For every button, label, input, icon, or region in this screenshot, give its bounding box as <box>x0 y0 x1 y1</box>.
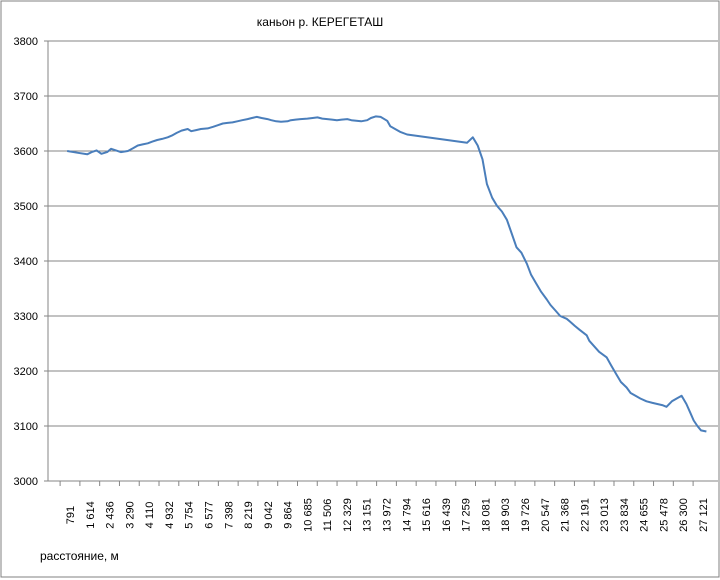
x-tick-label: 4 932 <box>164 501 176 529</box>
gridlines <box>44 40 718 482</box>
x-tick-label: 20 547 <box>540 498 552 532</box>
x-tick-label: 10 685 <box>302 498 314 532</box>
x-axis: 791 1 614 2 436 3 290 4 110 4 932 5 754 6 577 7 … <box>59 481 710 532</box>
x-tick-label: 5 754 <box>184 501 196 529</box>
series-line <box>67 115 707 433</box>
y-tick-label: 3200 <box>14 366 38 378</box>
x-axis-title: расстояние, м <box>40 549 119 563</box>
x-tick-label: 16 439 <box>441 498 453 532</box>
x-tick-label: 8 219 <box>243 501 255 529</box>
x-tick-label: 26 300 <box>678 498 690 532</box>
y-tick-label: 3400 <box>14 256 38 268</box>
x-tick-label: 14 794 <box>401 498 413 532</box>
x-tick-label: 15 616 <box>421 498 433 532</box>
x-tick-label: 6 577 <box>203 501 215 529</box>
x-tick-label: 22 191 <box>579 498 591 532</box>
chart-title: каньон р. КЕРЕГЕТАШ <box>257 15 383 29</box>
x-tick-label: 24 655 <box>639 498 651 532</box>
x-tick-label: 4 110 <box>144 502 156 529</box>
x-tick-label: 23 834 <box>619 498 631 532</box>
x-tick-label: 13 151 <box>362 498 374 532</box>
x-tick-label: 2 436 <box>105 501 117 529</box>
y-tick-label: 3600 <box>14 146 38 158</box>
x-tick-label: 13 972 <box>382 498 394 532</box>
x-tick-label: 23 013 <box>599 498 611 532</box>
y-tick-label: 3800 <box>14 36 38 48</box>
x-tick-label: 1 614 <box>85 501 97 529</box>
plot-area <box>67 115 707 433</box>
x-tick-label: 17 259 <box>461 498 473 532</box>
x-tick-label: 12 329 <box>342 498 354 532</box>
x-tick-label: 9 042 <box>263 501 275 529</box>
y-tick-label: 3100 <box>14 421 38 433</box>
x-tick-label: 18 081 <box>480 498 492 532</box>
x-tick-label: 25 478 <box>658 498 670 532</box>
y-tick-label: 3000 <box>14 476 38 488</box>
y-tick-label: 3700 <box>14 91 38 103</box>
x-tick-label: 18 903 <box>500 498 512 532</box>
x-tick-label: 11 506 <box>322 499 334 532</box>
x-tick-label: 19 726 <box>520 498 532 532</box>
x-tick-label: 791 <box>65 506 77 524</box>
y-tick-label: 3500 <box>14 201 38 213</box>
x-tick-label: 3 290 <box>124 501 136 529</box>
x-tick-label: 9 864 <box>283 501 295 529</box>
x-tick-label: 27 121 <box>698 498 710 532</box>
x-tick-label: 21 368 <box>560 498 572 532</box>
x-tick-label: 7 398 <box>223 501 235 529</box>
y-tick-label: 3300 <box>14 311 38 323</box>
y-axis-tick-labels: 3000 3100 3200 3300 3400 3500 3600 3700 3800 <box>14 36 38 488</box>
